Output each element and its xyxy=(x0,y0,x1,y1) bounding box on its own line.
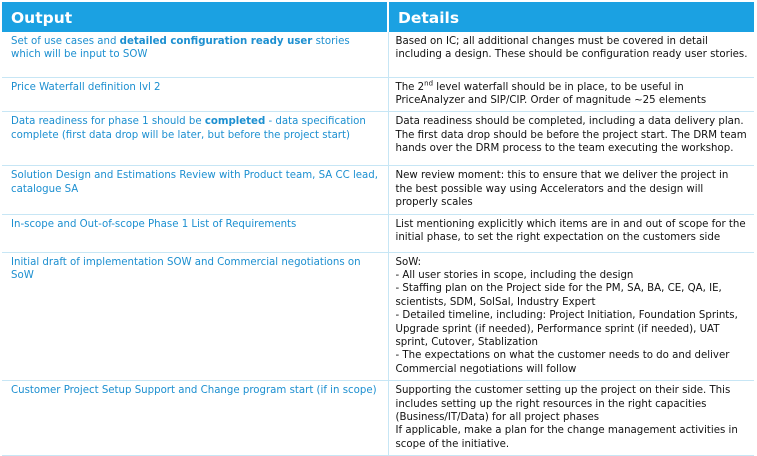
details-cell: SoW: - All user stories in scope, includ… xyxy=(388,252,754,382)
output-cell: Data readiness for phase 1 should be com… xyxy=(2,111,389,167)
details-cell: Based on IC; all additional changes must… xyxy=(388,32,754,78)
output-cell: Customer Project Setup Support and Chang… xyxy=(2,380,389,456)
table-row: Set of use cases and detailed configurat… xyxy=(2,32,754,78)
details-cell: Supporting the customer setting up the p… xyxy=(388,380,754,456)
details-line: - All user stories in scope, including t… xyxy=(395,269,634,281)
details-line: - Detailed timeline, including: Project … xyxy=(395,310,738,348)
details-line: - The expectations on what the customer … xyxy=(395,350,730,375)
details-cell: New review moment: this to ensure that w… xyxy=(388,165,754,215)
details-cell: The 2nd level waterfall should be in pla… xyxy=(388,77,754,113)
output-cell: Price Waterfall definition lvl 2 xyxy=(2,77,389,113)
details-line: If applicable, make a plan for the chang… xyxy=(395,425,738,450)
table-row: In-scope and Out-of-scope Phase 1 List o… xyxy=(2,214,754,253)
details-line: SoW: xyxy=(395,256,422,268)
table-row: Customer Project Setup Support and Chang… xyxy=(2,380,754,456)
output-cell: Initial draft of implementation SOW and … xyxy=(2,252,389,382)
table-row: Solution Design and Estimations Review w… xyxy=(2,165,754,215)
table-row: Initial draft of implementation SOW and … xyxy=(2,252,754,382)
details-cell: Data readiness should be completed, incl… xyxy=(388,111,754,167)
header-details: Details xyxy=(388,2,754,32)
table-row: Price Waterfall definition lvl 2 The 2nd… xyxy=(2,77,754,113)
details-cell: List mentioning explicitly which items a… xyxy=(388,214,754,253)
output-cell: In-scope and Out-of-scope Phase 1 List o… xyxy=(2,214,389,253)
details-line: Supporting the customer setting up the p… xyxy=(395,385,731,423)
table-row: Data readiness for phase 1 should be com… xyxy=(2,111,754,167)
output-cell: Set of use cases and detailed configurat… xyxy=(2,32,389,78)
details-line: - Staffing plan on the Project side for … xyxy=(395,283,722,308)
header-row: Output Details xyxy=(2,2,754,32)
output-cell: Solution Design and Estimations Review w… xyxy=(2,165,389,215)
header-output: Output xyxy=(2,2,389,32)
